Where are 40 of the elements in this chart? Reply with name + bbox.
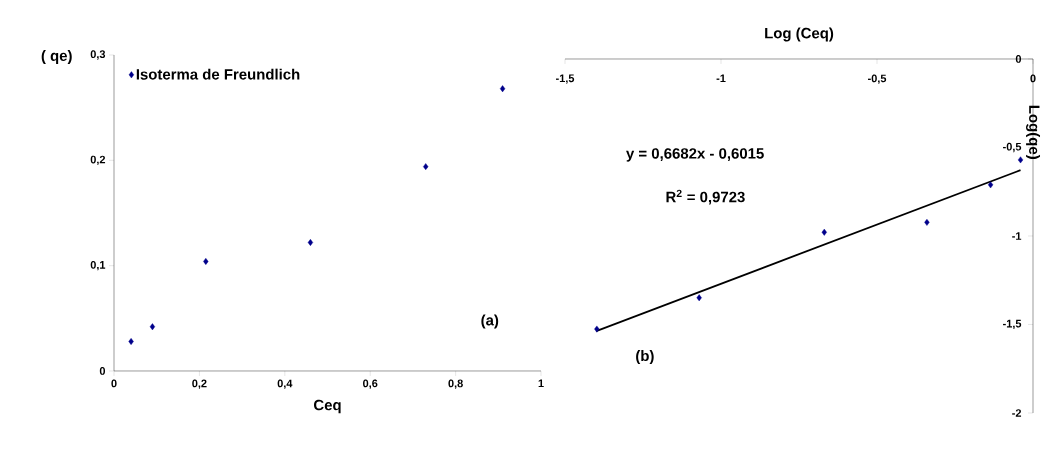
- y-tick-label: -1,5: [1003, 319, 1022, 330]
- x-tick-label: 0: [1030, 74, 1036, 83]
- x-tick-label: 0,4: [277, 379, 293, 389]
- x-tick-label: 1: [538, 379, 544, 388]
- point: [307, 239, 314, 246]
- y-tick-label: 0: [99, 367, 106, 375]
- x-tick-label: 0,2: [192, 379, 207, 389]
- annotation: (b): [636, 350, 654, 365]
- y-axis-title: Log(qe): [1026, 105, 1041, 159]
- y-tick-label: -0,5: [1003, 142, 1022, 153]
- x-tick-label: -1: [716, 74, 726, 83]
- x-tick-label: 0,6: [363, 379, 378, 389]
- point: [594, 325, 600, 333]
- point: [128, 338, 134, 345]
- x-tick-label: -0,5: [867, 74, 887, 84]
- y-tick-label: -1: [1012, 232, 1022, 240]
- point: [149, 323, 156, 331]
- y-tick-label: 0: [1015, 55, 1022, 63]
- x-axis-title: Log (Ceq): [765, 27, 834, 42]
- x-tick-label: -1,5: [555, 74, 575, 84]
- y-tick-label: -2: [1012, 409, 1022, 417]
- y-tick-label: 0,2: [90, 155, 106, 165]
- point: [696, 294, 702, 302]
- annotation: y = 0,6682x - 0,6015: [626, 148, 764, 162]
- x-tick-label: 0,8: [448, 379, 463, 389]
- annotation: (a): [481, 314, 499, 329]
- point: [987, 181, 994, 189]
- y-tick-label: 0,1: [90, 260, 106, 271]
- point: [821, 228, 827, 236]
- annotation: R$^{2}$ = 0,9723: [666, 189, 745, 205]
- point: [499, 85, 506, 93]
- y-tick-label: 0,3: [90, 50, 106, 60]
- point: [203, 258, 209, 265]
- x-axis-title: Ceq: [314, 399, 341, 414]
- point: [924, 218, 930, 226]
- y-axis-title: ( qe): [41, 50, 72, 64]
- point: [423, 163, 429, 171]
- point: [1017, 156, 1024, 164]
- legend-label: Isoterma de Freundlich: [136, 68, 300, 80]
- x-tick-label: 0: [111, 379, 117, 388]
